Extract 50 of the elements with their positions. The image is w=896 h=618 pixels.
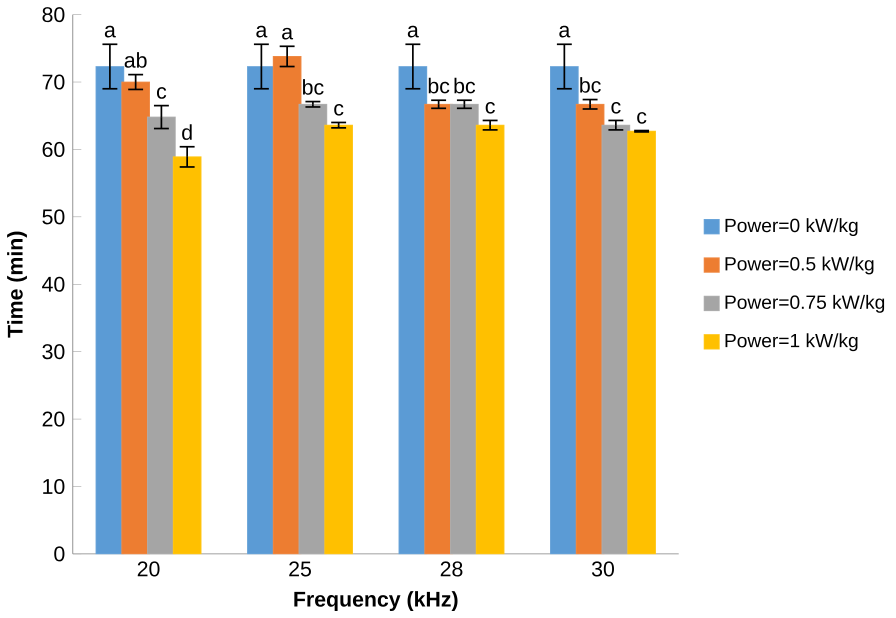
- data-label: c: [486, 102, 495, 114]
- x-tick-label: 20: [138, 561, 160, 576]
- y-tick-label: 50: [42, 209, 64, 224]
- data-label: bc: [428, 78, 450, 94]
- data-label: c: [156, 87, 166, 99]
- data-label: c: [611, 102, 621, 114]
- bar: [324, 124, 353, 554]
- y-tick-label: 30: [42, 344, 64, 360]
- bar: [627, 130, 656, 554]
- y-axis-title: Time (min): [7, 232, 27, 338]
- legend-label: Power=0 kW/kg: [726, 218, 858, 236]
- x-tick-label: 25: [289, 561, 311, 576]
- legend-label: Power=0.5 kW/kg: [726, 256, 874, 274]
- bar: [121, 82, 150, 554]
- data-label: bc: [454, 78, 476, 94]
- data-label: a: [559, 26, 570, 38]
- bar: [298, 104, 328, 554]
- data-label: ab: [124, 52, 147, 68]
- bar: [398, 66, 428, 554]
- data-label: c: [334, 104, 344, 116]
- bar: [172, 156, 202, 554]
- y-tick-label: 80: [42, 7, 64, 22]
- bar: [272, 56, 302, 554]
- bar: [476, 124, 504, 554]
- data-label: d: [182, 124, 192, 140]
- data-label: a: [408, 26, 419, 38]
- bar: [247, 66, 276, 554]
- legend-label: Power=1 kW/kg: [726, 333, 858, 352]
- x-tick-label: 28: [440, 561, 462, 576]
- bar: [96, 66, 124, 554]
- y-tick-label: 20: [42, 412, 64, 427]
- bar: [147, 116, 176, 554]
- bar: [550, 66, 579, 554]
- y-tick-label: 60: [42, 142, 64, 157]
- data-label: bc: [303, 79, 324, 95]
- y-tick-label: 40: [42, 276, 64, 292]
- x-axis-title: Frequency (kHz): [294, 591, 458, 611]
- y-tick-label: 0: [54, 546, 64, 562]
- data-label: bc: [580, 77, 601, 93]
- bar: [450, 104, 479, 554]
- y-tick-label: 10: [43, 478, 64, 494]
- data-label: c: [637, 112, 646, 124]
- y-tick-label: 70: [42, 74, 64, 90]
- data-label: a: [282, 28, 294, 40]
- bar: [424, 104, 453, 554]
- data-label: a: [104, 26, 116, 38]
- x-tick-label: 30: [592, 561, 614, 576]
- data-label: a: [256, 26, 268, 38]
- legend-label: Power=0.75 kW/kg: [726, 294, 884, 313]
- bar: [602, 124, 630, 554]
